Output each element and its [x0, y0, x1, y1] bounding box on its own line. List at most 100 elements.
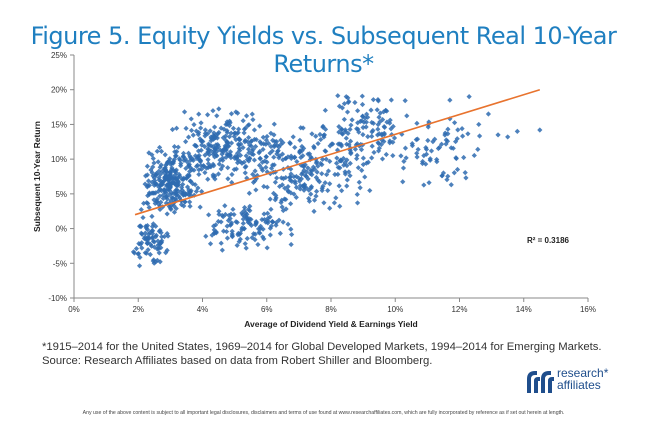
- data-point: [465, 131, 471, 137]
- data-point: [228, 140, 235, 146]
- data-point: [297, 186, 303, 192]
- data-point: [355, 120, 361, 126]
- data-point: [375, 140, 381, 146]
- data-point: [419, 160, 426, 167]
- data-point: [257, 226, 264, 232]
- data-point: [252, 178, 258, 184]
- data-point: [402, 98, 408, 104]
- data-point: [333, 160, 340, 166]
- data-point: [190, 132, 196, 138]
- data-point: [253, 143, 259, 150]
- data-point: [283, 196, 289, 203]
- data-point: [398, 153, 404, 159]
- data-point: [149, 230, 156, 237]
- data-point: [505, 134, 511, 140]
- data-point: [303, 173, 310, 179]
- data-point: [354, 191, 360, 198]
- data-point: [383, 151, 389, 158]
- data-point: [158, 188, 165, 194]
- data-point: [355, 108, 361, 114]
- data-point: [165, 233, 171, 239]
- data-point: [390, 123, 396, 130]
- x-tick-label: 10%: [387, 305, 403, 314]
- trend-line: [134, 88, 541, 216]
- data-point: [230, 206, 236, 212]
- data-point: [346, 98, 352, 105]
- data-point: [214, 153, 220, 159]
- x-tick-label: 12%: [451, 305, 467, 314]
- data-point: [268, 206, 274, 212]
- data-point: [271, 162, 277, 168]
- data-point: [343, 94, 349, 100]
- data-point: [387, 117, 393, 123]
- data-point: [236, 239, 242, 245]
- data-point: [440, 170, 447, 176]
- data-point: [220, 163, 226, 169]
- data-point: [211, 163, 217, 169]
- x-tick-label: 14%: [516, 305, 532, 314]
- data-point: [248, 216, 254, 223]
- data-point: [413, 137, 419, 143]
- data-point: [327, 158, 333, 164]
- data-point: [138, 223, 144, 229]
- data-point: [144, 200, 150, 206]
- data-point: [285, 221, 291, 227]
- logo-line-2: affiliates: [557, 378, 601, 392]
- data-point: [278, 137, 284, 143]
- data-point: [193, 128, 199, 134]
- data-point: [263, 219, 269, 225]
- data-point: [271, 154, 277, 160]
- data-point: [241, 226, 247, 232]
- logo-line-1: research*: [557, 366, 609, 380]
- data-point: [245, 146, 252, 152]
- r-squared-annotation: R² = 0.3186: [527, 236, 570, 245]
- data-point: [308, 191, 314, 197]
- data-point: [403, 155, 409, 161]
- data-point: [344, 109, 351, 115]
- data-point: [357, 185, 363, 191]
- data-point: [270, 219, 276, 225]
- data-point: [320, 183, 326, 189]
- data-point: [414, 150, 420, 156]
- data-point: [426, 180, 432, 186]
- data-point: [462, 170, 468, 176]
- data-point: [264, 245, 270, 251]
- data-point: [224, 228, 230, 235]
- data-point: [287, 140, 293, 146]
- legal-disclaimer: Any use of the above content is subject …: [82, 410, 565, 416]
- data-point: [229, 228, 235, 234]
- data-point: [205, 176, 211, 182]
- data-point: [130, 249, 137, 255]
- data-point: [150, 228, 156, 234]
- data-point: [293, 194, 299, 201]
- data-point: [322, 180, 328, 186]
- data-point: [339, 126, 345, 132]
- data-point: [268, 223, 275, 229]
- data-point: [224, 128, 230, 134]
- data-point: [140, 214, 146, 221]
- data-point: [181, 109, 188, 115]
- x-axis: 0% 2% 4% 6% 8% 10% 12% 14% 16%: [68, 298, 596, 314]
- data-point: [199, 138, 205, 144]
- data-point: [277, 183, 283, 190]
- data-point: [265, 218, 271, 224]
- data-point: [211, 124, 218, 130]
- data-point: [138, 206, 144, 213]
- data-point: [451, 120, 458, 126]
- data-point: [156, 168, 162, 174]
- data-point: [367, 187, 373, 194]
- data-point: [151, 160, 157, 166]
- data-point: [342, 127, 348, 133]
- data-point: [192, 142, 198, 148]
- data-point: [250, 117, 256, 123]
- data-point: [293, 184, 300, 190]
- x-axis-label: Average of Dividend Yield & Earnings Yie…: [244, 319, 418, 329]
- data-point: [317, 131, 323, 138]
- data-point: [218, 240, 224, 246]
- data-point: [258, 141, 264, 147]
- data-point: [344, 177, 350, 183]
- data-point: [495, 132, 501, 138]
- data-point: [368, 107, 374, 113]
- data-point: [156, 175, 162, 181]
- data-point: [194, 162, 201, 168]
